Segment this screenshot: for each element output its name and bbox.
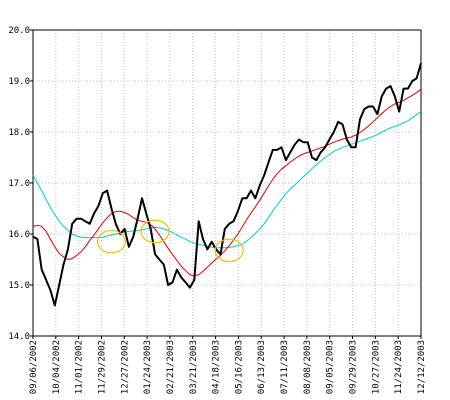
x-axis: 09/06/2002 10/04/2002 11/01/2002 11/29/2002… — [29, 336, 427, 394]
y-tick-label: 15.0 — [8, 281, 30, 291]
x-tick-label: 05/16/2003 — [234, 340, 244, 394]
y-tick-label: 20.0 — [8, 26, 30, 36]
y-tick-label: 16.0 — [8, 230, 30, 240]
x-tick-label: 08/08/2003 — [303, 340, 313, 394]
x-tick-label: 12/12/2003 — [417, 340, 427, 394]
y-tick-label: 17.0 — [8, 179, 30, 189]
y-axis: 14.0 15.0 16.0 17.0 18.0 19.0 20.0 — [8, 26, 33, 342]
x-tick-label: 10/27/2003 — [371, 340, 381, 394]
x-tick-label: 11/29/2002 — [97, 340, 107, 394]
grid-lines — [32, 29, 422, 337]
y-tick-label: 19.0 — [8, 77, 30, 87]
annotations — [96, 219, 244, 263]
y-tick-label: 14.0 — [8, 332, 30, 342]
x-tick-label: 09/05/2003 — [326, 340, 336, 394]
x-tick-label: 10/04/2002 — [52, 340, 62, 394]
highlight-ellipse — [214, 238, 244, 263]
x-tick-label: 04/18/2003 — [212, 340, 222, 394]
x-tick-label: 09/06/2002 — [29, 340, 39, 394]
highlight-ellipse — [140, 219, 170, 244]
x-tick-label: 03/21/2003 — [189, 340, 199, 394]
series-lines — [32, 62, 422, 307]
x-tick-label: 11/01/2002 — [75, 340, 85, 394]
x-tick-label: 02/21/2003 — [166, 340, 176, 394]
x-tick-label: 01/24/2003 — [143, 340, 153, 394]
x-tick-label: 07/11/2003 — [280, 340, 290, 394]
x-tick-label: 11/24/2003 — [394, 340, 404, 394]
red-average-line — [32, 88, 422, 277]
y-tick-label: 18.0 — [8, 128, 30, 138]
plot-area — [32, 29, 422, 337]
x-tick-label: 12/27/2002 — [120, 340, 130, 394]
x-tick-label: 06/13/2003 — [257, 340, 267, 394]
price-line — [32, 62, 422, 307]
x-tick-label: 09/29/2003 — [349, 340, 359, 394]
highlight-ellipse — [96, 229, 127, 254]
